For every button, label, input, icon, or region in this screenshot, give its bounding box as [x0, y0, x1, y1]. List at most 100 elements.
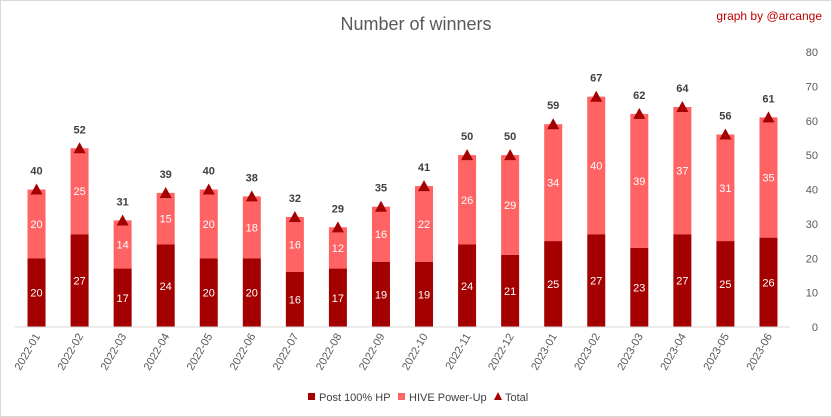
data-label-total: 62: [633, 90, 645, 102]
data-label-total: 39: [160, 169, 172, 181]
data-label-post-100-hp: 19: [375, 289, 387, 301]
x-tick-label: 2022-12: [486, 332, 517, 373]
bar-post-100-hp: [242, 258, 261, 327]
data-label-total: 52: [73, 124, 85, 136]
data-label-total: 41: [418, 162, 430, 174]
total-marker: [547, 118, 560, 130]
total-marker: [116, 214, 129, 226]
bar-hive-power-up: [458, 155, 477, 245]
data-label-total: 32: [289, 193, 301, 205]
x-tick-label: 2022-10: [400, 332, 431, 373]
data-label-post-100-hp: 17: [332, 293, 344, 305]
bar-post-100-hp: [328, 268, 347, 327]
data-label-hive-power-up: 14: [117, 240, 129, 252]
x-tick-label: 2023-06: [744, 332, 775, 373]
legend: Post 100% HP HIVE Power-Up Total: [308, 392, 528, 404]
bar-hive-power-up: [328, 227, 347, 269]
total-marker: [676, 101, 689, 112]
x-tick-label: 2022-08: [314, 332, 345, 373]
data-label-post-100-hp: 24: [461, 281, 473, 293]
x-tick-label: 2023-05: [701, 332, 732, 373]
data-label-hive-power-up: 12: [332, 243, 344, 255]
y-tick-label: 50: [806, 150, 818, 162]
legend-swatch-triangle: [494, 392, 502, 400]
data-label-total: 67: [590, 73, 602, 85]
data-label-hive-power-up: 20: [203, 219, 215, 231]
bar-post-100-hp: [759, 237, 778, 327]
data-label-hive-power-up: 15: [160, 214, 172, 226]
data-label-total: 29: [332, 203, 344, 215]
total-marker: [719, 128, 732, 140]
data-label-total: 64: [676, 83, 689, 95]
data-label-total: 38: [246, 172, 258, 184]
bar-hive-power-up: [371, 206, 390, 262]
y-axis: 0 10 20 30 40 50 60 70 80: [806, 47, 818, 334]
data-label-post-100-hp: 23: [633, 282, 645, 294]
bar-post-100-hp: [156, 244, 175, 327]
legend-swatch: [398, 393, 405, 400]
data-label-hive-power-up: 34: [547, 178, 559, 190]
data-label-total: 59: [547, 100, 559, 112]
data-label-post-100-hp: 25: [547, 279, 559, 291]
legend-label: HIVE Power-Up: [409, 392, 487, 404]
data-label-hive-power-up: 26: [461, 195, 473, 207]
total-marker: [202, 183, 215, 195]
bar-post-100-hp: [285, 272, 304, 327]
bar-post-100-hp: [544, 241, 563, 327]
data-label-post-100-hp: 27: [73, 276, 85, 288]
x-tick-label: 2022-04: [142, 332, 173, 373]
legend-swatch: [308, 393, 315, 400]
total-marker: [633, 107, 646, 119]
bar-hive-power-up: [759, 117, 778, 238]
x-tick-label: 2022-07: [271, 332, 302, 373]
data-label-post-100-hp: 26: [762, 277, 774, 289]
bar-post-100-hp: [501, 254, 520, 327]
data-label-total: 35: [375, 183, 387, 195]
y-tick-label: 30: [806, 219, 818, 231]
bar-hive-power-up: [27, 189, 46, 259]
data-label-total: 56: [719, 111, 731, 123]
total-marker: [30, 183, 43, 195]
data-label-total: 40: [30, 166, 42, 178]
bar-post-100-hp: [113, 268, 132, 327]
chart-title: Number of winners: [340, 14, 491, 34]
y-tick-label: 0: [812, 322, 818, 334]
data-label-total: 40: [203, 166, 215, 178]
y-tick-label: 80: [806, 47, 818, 59]
data-label-hive-power-up: 22: [418, 219, 430, 231]
total-marker: [245, 190, 258, 202]
data-label-hive-power-up: 35: [762, 172, 774, 184]
data-label-hive-power-up: 25: [73, 186, 85, 198]
bar-hive-power-up: [113, 220, 132, 269]
total-marker: [461, 149, 474, 161]
bar-hive-power-up: [156, 192, 175, 245]
bar-post-100-hp: [587, 234, 606, 327]
data-label-total: 31: [117, 196, 129, 208]
y-tick-label: 10: [806, 288, 818, 300]
y-tick-label: 60: [806, 116, 818, 128]
y-tick-label: 20: [806, 253, 818, 265]
x-tick-label: 2022-05: [185, 332, 216, 373]
data-label-post-100-hp: 20: [203, 288, 215, 300]
data-label-total: 50: [461, 131, 473, 143]
data-label-hive-power-up: 37: [676, 166, 688, 178]
bar-post-100-hp: [673, 234, 692, 327]
data-label-hive-power-up: 39: [633, 176, 645, 188]
bar-hive-power-up: [242, 196, 261, 259]
total-marker: [762, 111, 775, 123]
bar-post-100-hp: [199, 258, 218, 327]
bar-hive-power-up: [587, 96, 606, 235]
y-tick-label: 40: [806, 185, 818, 197]
bar-hive-power-up: [544, 124, 563, 242]
data-label-post-100-hp: 25: [719, 279, 731, 291]
x-tick-label: 2022-01: [13, 332, 44, 373]
total-marker: [418, 180, 431, 192]
bar-post-100-hp: [458, 244, 477, 327]
x-tick-label: 2023-04: [658, 332, 689, 373]
x-tick-label: 2022-03: [99, 332, 130, 373]
data-label-post-100-hp: 19: [418, 289, 430, 301]
x-tick-label: 2022-11: [444, 332, 474, 372]
total-marker: [159, 186, 172, 198]
x-tick-label: 2022-06: [228, 332, 259, 373]
